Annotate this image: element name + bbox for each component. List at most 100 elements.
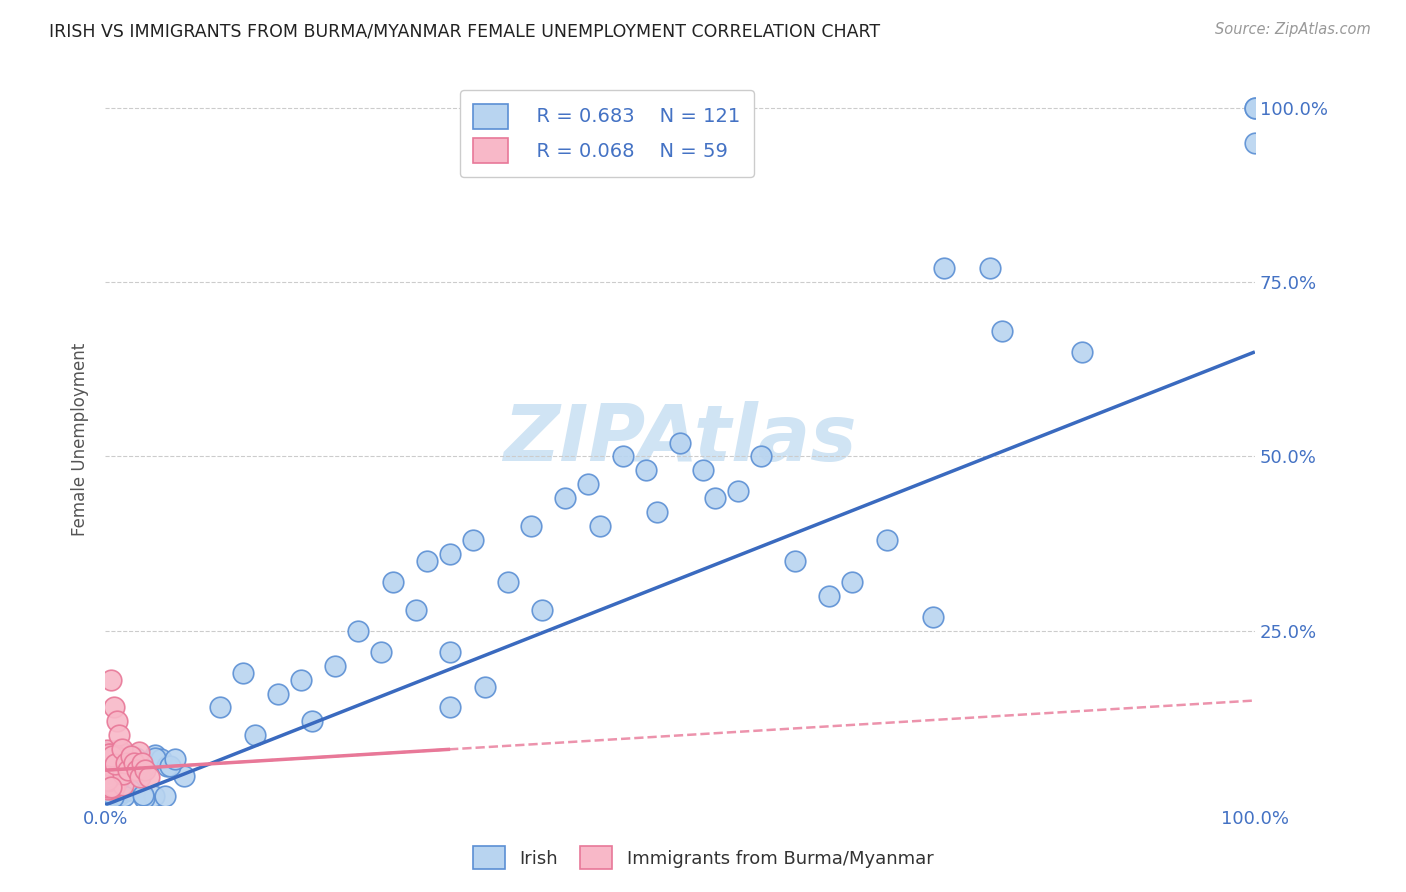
Point	[97, 770, 120, 784]
Point	[96, 750, 118, 764]
Point	[125, 776, 148, 790]
Point	[96, 773, 118, 788]
Point	[155, 789, 177, 803]
Point	[749, 450, 772, 464]
Point	[97, 772, 120, 786]
Point	[107, 759, 129, 773]
Point	[108, 752, 131, 766]
Point	[100, 744, 122, 758]
Point	[1244, 101, 1267, 115]
Point	[783, 554, 806, 568]
Point	[98, 765, 121, 780]
Point	[323, 658, 346, 673]
Y-axis label: Female Unemployment: Female Unemployment	[72, 343, 89, 536]
Point	[634, 463, 657, 477]
Point	[100, 764, 122, 779]
Point	[115, 782, 138, 797]
Point	[128, 745, 150, 759]
Point	[98, 757, 121, 772]
Point	[138, 770, 160, 784]
Point	[111, 757, 134, 772]
Point	[474, 680, 496, 694]
Point	[149, 752, 172, 766]
Point	[98, 778, 121, 792]
Point	[143, 751, 166, 765]
Point	[100, 780, 122, 794]
Point	[114, 753, 136, 767]
Point	[100, 777, 122, 791]
Point	[100, 781, 122, 796]
Point	[104, 763, 127, 777]
Legend:   R = 0.683    N = 121,   R = 0.068    N = 59: R = 0.683 N = 121, R = 0.068 N = 59	[460, 90, 754, 177]
Point	[105, 714, 128, 729]
Point	[669, 435, 692, 450]
Point	[105, 778, 128, 792]
Point	[841, 574, 863, 589]
Point	[416, 554, 439, 568]
Point	[108, 766, 131, 780]
Point	[118, 747, 141, 762]
Point	[101, 780, 124, 794]
Point	[97, 759, 120, 773]
Point	[979, 261, 1001, 276]
Point	[120, 756, 142, 770]
Point	[347, 624, 370, 638]
Point	[104, 768, 127, 782]
Point	[104, 752, 127, 766]
Point	[496, 574, 519, 589]
Point	[576, 477, 599, 491]
Point	[96, 756, 118, 770]
Point	[96, 750, 118, 764]
Point	[588, 519, 610, 533]
Point	[111, 766, 134, 780]
Point	[107, 765, 129, 780]
Point	[111, 742, 134, 756]
Point	[96, 771, 118, 785]
Point	[118, 783, 141, 797]
Point	[117, 763, 139, 777]
Point	[121, 771, 143, 785]
Point	[107, 754, 129, 768]
Point	[122, 756, 145, 770]
Point	[111, 785, 134, 799]
Point	[108, 770, 131, 784]
Point	[101, 789, 124, 804]
Point	[101, 745, 124, 759]
Point	[107, 782, 129, 797]
Point	[101, 789, 124, 804]
Point	[554, 491, 576, 506]
Point	[107, 789, 129, 803]
Point	[612, 450, 634, 464]
Point	[103, 784, 125, 798]
Point	[101, 749, 124, 764]
Point	[301, 714, 323, 729]
Point	[991, 324, 1014, 338]
Point	[876, 533, 898, 548]
Point	[112, 755, 135, 769]
Point	[96, 770, 118, 784]
Point	[110, 753, 132, 767]
Point	[104, 764, 127, 779]
Text: IRISH VS IMMIGRANTS FROM BURMA/MYANMAR FEMALE UNEMPLOYMENT CORRELATION CHART: IRISH VS IMMIGRANTS FROM BURMA/MYANMAR F…	[49, 22, 880, 40]
Point	[105, 743, 128, 757]
Point	[96, 763, 118, 777]
Point	[100, 769, 122, 783]
Point	[692, 463, 714, 477]
Point	[101, 776, 124, 790]
Text: Source: ZipAtlas.com: Source: ZipAtlas.com	[1215, 22, 1371, 37]
Point	[107, 773, 129, 788]
Point	[112, 784, 135, 798]
Point	[118, 752, 141, 766]
Point	[439, 645, 461, 659]
Point	[96, 781, 118, 796]
Point	[117, 751, 139, 765]
Point	[159, 758, 181, 772]
Point	[104, 778, 127, 792]
Point	[105, 747, 128, 761]
Point	[117, 780, 139, 794]
Point	[381, 574, 404, 589]
Point	[96, 775, 118, 789]
Point	[934, 261, 956, 276]
Point	[96, 752, 118, 766]
Point	[97, 784, 120, 798]
